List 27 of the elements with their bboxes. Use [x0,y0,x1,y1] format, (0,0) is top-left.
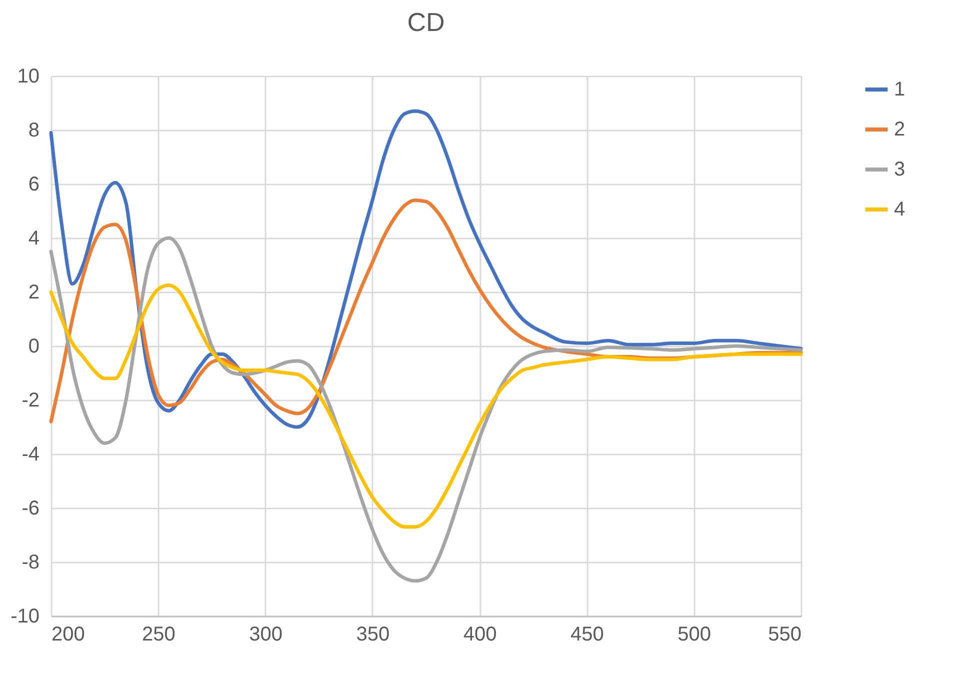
y-tick-label: -2 [22,390,40,412]
x-tick-label: 300 [249,624,282,646]
x-tick-label: 250 [142,624,176,646]
legend-label: 2 [894,118,906,140]
x-tick-label: 200 [52,624,85,646]
x-tick-label: 550 [768,624,802,646]
y-tick-label: 0 [28,336,40,358]
line-series [49,236,803,583]
y-tick-label: 10 [17,66,40,88]
y-tick-label: -8 [22,552,40,574]
chart-title: CD [407,7,445,37]
line-series [49,109,803,429]
legend-label: 3 [894,158,906,180]
x-tick-label: 500 [678,624,712,646]
x-tick-label: 450 [570,624,604,646]
line-series [49,284,803,529]
y-tick-label: 4 [28,228,40,250]
x-tick-label: 400 [463,624,497,646]
y-tick-label: -10 [10,606,40,628]
legend-label: 4 [894,198,906,220]
y-tick-label: 8 [28,120,40,142]
x-tick-label: 350 [356,624,390,646]
y-tick-label: -4 [22,444,40,466]
legend-label: 1 [894,78,906,100]
y-tick-label: 2 [28,282,40,304]
y-tick-label: -6 [22,498,40,520]
y-tick-label: 6 [28,174,40,196]
